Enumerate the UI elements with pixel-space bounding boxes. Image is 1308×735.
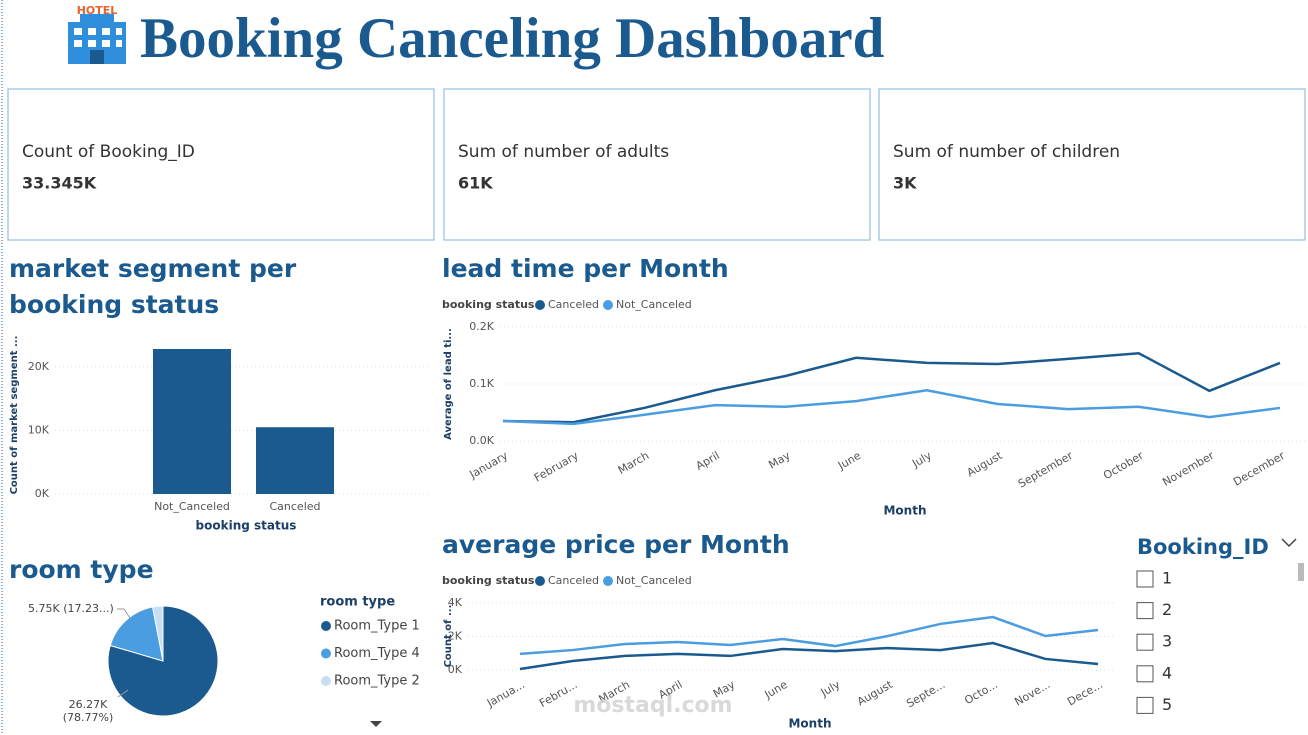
legend-title: room type: [320, 595, 395, 610]
kpi-value: 61K: [458, 174, 493, 193]
y-tick-label: 0K: [35, 487, 50, 500]
kpi-label: Count of Booking_ID: [22, 142, 195, 162]
x-tick-label: October: [1101, 449, 1146, 483]
series-line: [519, 615, 1099, 656]
x-tick-label: August: [855, 678, 895, 709]
checkbox[interactable]: [1136, 665, 1154, 683]
y-tick-label: 20K: [28, 360, 50, 373]
watermark: mostaql.com: [573, 693, 732, 718]
x-tick-label: Octo...: [962, 678, 1000, 707]
kpi-value: 33.345K: [22, 174, 97, 193]
x-tick-label: Not_Canceled: [154, 500, 230, 513]
x-tick-label: February: [532, 449, 581, 485]
legend-marker: [535, 576, 545, 586]
bar: [256, 427, 334, 494]
x-tick-label: April: [694, 449, 722, 473]
x-tick-label: January: [467, 449, 511, 482]
slicer-chevron[interactable]: [1281, 538, 1297, 548]
slicer-item[interactable]: 1: [1162, 569, 1172, 588]
legend-marker: [321, 621, 331, 631]
y-tick-label: 10K: [28, 423, 50, 436]
checkbox[interactable]: [1136, 602, 1154, 620]
bar: [153, 348, 231, 494]
slicer-title: Booking_ID: [1137, 535, 1269, 559]
x-tick-label: June: [762, 678, 790, 702]
x-axis-title: booking status: [196, 519, 297, 533]
scrollbar: [1298, 563, 1304, 581]
scroll-arrow: [370, 721, 382, 727]
slicer-item[interactable]: 4: [1162, 663, 1172, 682]
x-tick-label: Nove...: [1012, 678, 1052, 709]
legend-label: Room_Type 2: [334, 674, 420, 689]
x-axis-title: Month: [883, 504, 926, 518]
dashboard-title: Booking Canceling Dashboard: [140, 7, 885, 70]
y-tick-label: 0.1K: [469, 377, 494, 390]
x-tick-label: Canceled: [269, 500, 320, 513]
legend-marker: [321, 648, 331, 659]
x-tick-label: June: [835, 449, 863, 473]
x-tick-label: July: [818, 678, 843, 700]
x-axis-title: Month: [788, 717, 831, 731]
y-tick-label: 4K: [448, 596, 463, 609]
x-tick-label: September: [1016, 449, 1076, 491]
y-tick-label: 0.2K: [469, 320, 494, 333]
legend-label: Room_Type 4: [334, 646, 420, 661]
pie-slice: [152, 605, 164, 662]
x-tick-label: Septe...: [904, 678, 947, 710]
y-axis-title: Count of ...: [443, 605, 454, 668]
legend-marker: [321, 676, 331, 686]
kpi-label: Sum of number of children: [893, 142, 1120, 162]
checkbox[interactable]: [1136, 570, 1154, 588]
kpi-label: Sum of number of adults: [458, 142, 669, 162]
checkbox[interactable]: [1136, 633, 1154, 651]
slicer-item[interactable]: 2: [1162, 600, 1172, 619]
series-line: [502, 389, 1281, 426]
series-line: [519, 641, 1099, 671]
y-axis-title: Count of market segment ...: [9, 336, 20, 495]
y-tick-label: 0K: [448, 663, 463, 676]
chart-title: market segment per booking status: [9, 254, 297, 319]
icon-label: HOTEL: [77, 4, 118, 17]
legend-label: Not_Canceled: [616, 574, 692, 587]
y-axis-title: Average of lead ti...: [443, 328, 454, 440]
chart-title: lead time per Month: [442, 254, 729, 283]
y-tick-label: 0.0K: [469, 434, 494, 447]
kpi-card: [443, 88, 871, 241]
x-tick-label: Dece...: [1065, 678, 1105, 709]
checkbox[interactable]: [1136, 696, 1154, 714]
pie-label: 5.75K (17.23...): [28, 602, 114, 615]
legend-title: booking status: [442, 574, 535, 587]
kpi-card: [878, 88, 1306, 241]
x-tick-label: August: [965, 449, 1005, 480]
series-line: [502, 351, 1281, 424]
legend-label: Not_Canceled: [616, 298, 692, 311]
hotel-icon: HOTEL: [68, 4, 126, 64]
legend-marker: [603, 300, 613, 310]
legend-label: Canceled: [548, 574, 599, 587]
legend-label: Canceled: [548, 298, 599, 311]
x-tick-label: November: [1160, 449, 1216, 489]
y-tick-label: 2K: [448, 630, 463, 643]
legend-title: booking status: [442, 298, 535, 311]
chart-title: room type: [9, 555, 154, 584]
pie-slice: [109, 606, 164, 662]
legend-marker: [603, 576, 613, 586]
legend-marker: [535, 300, 545, 310]
x-tick-label: July: [909, 449, 934, 471]
pie-label: 26.27K (78.77%): [62, 698, 114, 724]
x-tick-label: March: [616, 449, 652, 477]
legend-label: Room_Type 1: [334, 619, 420, 634]
leader-line: [117, 608, 131, 619]
slicer-item[interactable]: 5: [1162, 695, 1172, 714]
chart-title: average price per Month: [442, 530, 790, 559]
kpi-value: 3K: [893, 174, 917, 193]
x-tick-label: December: [1231, 449, 1287, 489]
slicer-item[interactable]: 3: [1162, 632, 1172, 651]
kpi-card: [7, 88, 435, 241]
leader-line: [117, 689, 129, 698]
x-tick-label: May: [766, 449, 793, 472]
x-tick-label: Janua...: [484, 678, 527, 710]
